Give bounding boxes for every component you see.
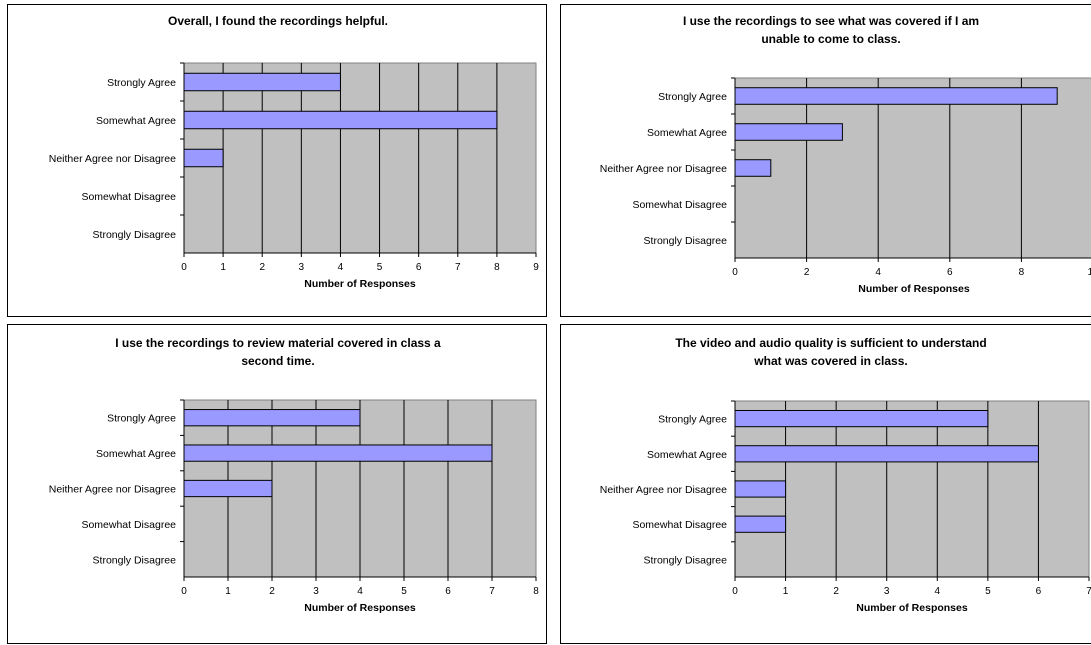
category-label: Strongly Agree: [658, 91, 727, 103]
x-tick-label: 6: [445, 586, 451, 597]
chart-title: unable to come to class.: [761, 32, 900, 46]
chart-svg: I use the recordings to review material …: [49, 336, 539, 614]
x-tick-label: 6: [1036, 586, 1042, 597]
chart-svg: Overall, I found the recordings helpful.…: [49, 14, 539, 290]
plot-area: [734, 77, 1091, 259]
chart-title: Overall, I found the recordings helpful.: [168, 14, 388, 28]
category-label: Neither Agree nor Disagree: [49, 484, 176, 496]
bar: [183, 110, 498, 130]
bar: [183, 479, 273, 498]
category-label: Strongly Disagree: [644, 235, 728, 247]
x-tick-label: 5: [401, 586, 407, 597]
bar: [183, 72, 341, 92]
x-tick-label: 6: [416, 262, 422, 273]
category-label: Somewhat Agree: [647, 449, 727, 461]
x-tick-label: 4: [935, 586, 941, 597]
category-label: Neither Agree nor Disagree: [49, 153, 176, 165]
x-tick-label: 1: [783, 586, 789, 597]
category-label: Somewhat Agree: [96, 115, 176, 127]
bar: [183, 409, 361, 427]
x-axis-label: Number of Responses: [856, 602, 968, 614]
bar: [734, 445, 1039, 463]
x-tick-label: 1: [220, 262, 226, 273]
plot-area: [183, 62, 537, 254]
category-label: Somewhat Agree: [96, 448, 176, 460]
chart-title: what was covered in class.: [753, 354, 907, 368]
chart-panel-av-quality: The video and audio quality is sufficien…: [560, 324, 1091, 644]
category-label: Strongly Disagree: [93, 229, 177, 241]
x-tick-label: 2: [269, 586, 275, 597]
x-tick-label: 8: [1019, 267, 1025, 278]
x-tick-label: 2: [833, 586, 839, 597]
x-tick-label: 4: [338, 262, 344, 273]
x-tick-label: 0: [732, 267, 738, 278]
category-label: Somewhat Agree: [647, 127, 727, 139]
x-tick-label: 8: [494, 262, 500, 273]
category-label: Neither Agree nor Disagree: [600, 163, 727, 175]
x-tick-label: 10: [1087, 267, 1091, 278]
x-axis-label: Number of Responses: [304, 602, 416, 614]
x-axis-label: Number of Responses: [304, 278, 416, 290]
chart-panel-review-material: I use the recordings to review material …: [7, 324, 547, 644]
x-tick-label: 5: [985, 586, 991, 597]
bar: [183, 148, 224, 168]
x-tick-label: 8: [533, 586, 539, 597]
bar: [734, 480, 787, 498]
x-tick-label: 2: [804, 267, 810, 278]
chart-svg: The video and audio quality is sufficien…: [600, 336, 1091, 614]
bar: [734, 515, 787, 533]
category-label: Strongly Disagree: [93, 554, 177, 566]
x-axis-label: Number of Responses: [858, 283, 970, 295]
x-tick-label: 7: [455, 262, 461, 273]
chart-title: I use the recordings to see what was cov…: [683, 14, 979, 28]
x-tick-label: 4: [875, 267, 881, 278]
chart-panel-missed-class: I use the recordings to see what was cov…: [560, 4, 1091, 317]
bar: [734, 123, 843, 141]
x-tick-label: 4: [357, 586, 363, 597]
category-label: Strongly Agree: [107, 413, 176, 425]
category-label: Somewhat Disagree: [632, 519, 727, 531]
x-tick-label: 6: [947, 267, 953, 278]
category-label: Strongly Agree: [658, 414, 727, 426]
chart-title: I use the recordings to review material …: [115, 336, 441, 350]
x-tick-label: 0: [181, 586, 187, 597]
x-tick-label: 1: [225, 586, 231, 597]
x-tick-label: 3: [884, 586, 890, 597]
category-label: Neither Agree nor Disagree: [600, 484, 727, 496]
bar: [734, 159, 772, 177]
chart-title: The video and audio quality is sufficien…: [675, 336, 986, 350]
x-tick-label: 7: [489, 586, 495, 597]
x-tick-label: 2: [259, 262, 265, 273]
plot-area: [734, 400, 1090, 578]
x-tick-label: 0: [732, 586, 738, 597]
bar: [734, 87, 1058, 105]
category-label: Somewhat Disagree: [632, 199, 727, 211]
x-tick-label: 3: [299, 262, 305, 273]
category-label: Somewhat Disagree: [81, 519, 176, 531]
chart-svg: I use the recordings to see what was cov…: [600, 14, 1091, 295]
chart-title: second time.: [241, 354, 314, 368]
x-tick-label: 5: [377, 262, 383, 273]
x-tick-label: 7: [1086, 586, 1091, 597]
category-label: Strongly Agree: [107, 77, 176, 89]
bar: [183, 444, 493, 462]
bar: [734, 410, 989, 428]
category-label: Strongly Disagree: [644, 554, 728, 566]
category-label: Somewhat Disagree: [81, 191, 176, 203]
x-tick-label: 3: [313, 586, 319, 597]
x-tick-label: 0: [181, 262, 187, 273]
chart-panel-helpful: Overall, I found the recordings helpful.…: [7, 4, 547, 317]
x-tick-label: 9: [533, 262, 539, 273]
